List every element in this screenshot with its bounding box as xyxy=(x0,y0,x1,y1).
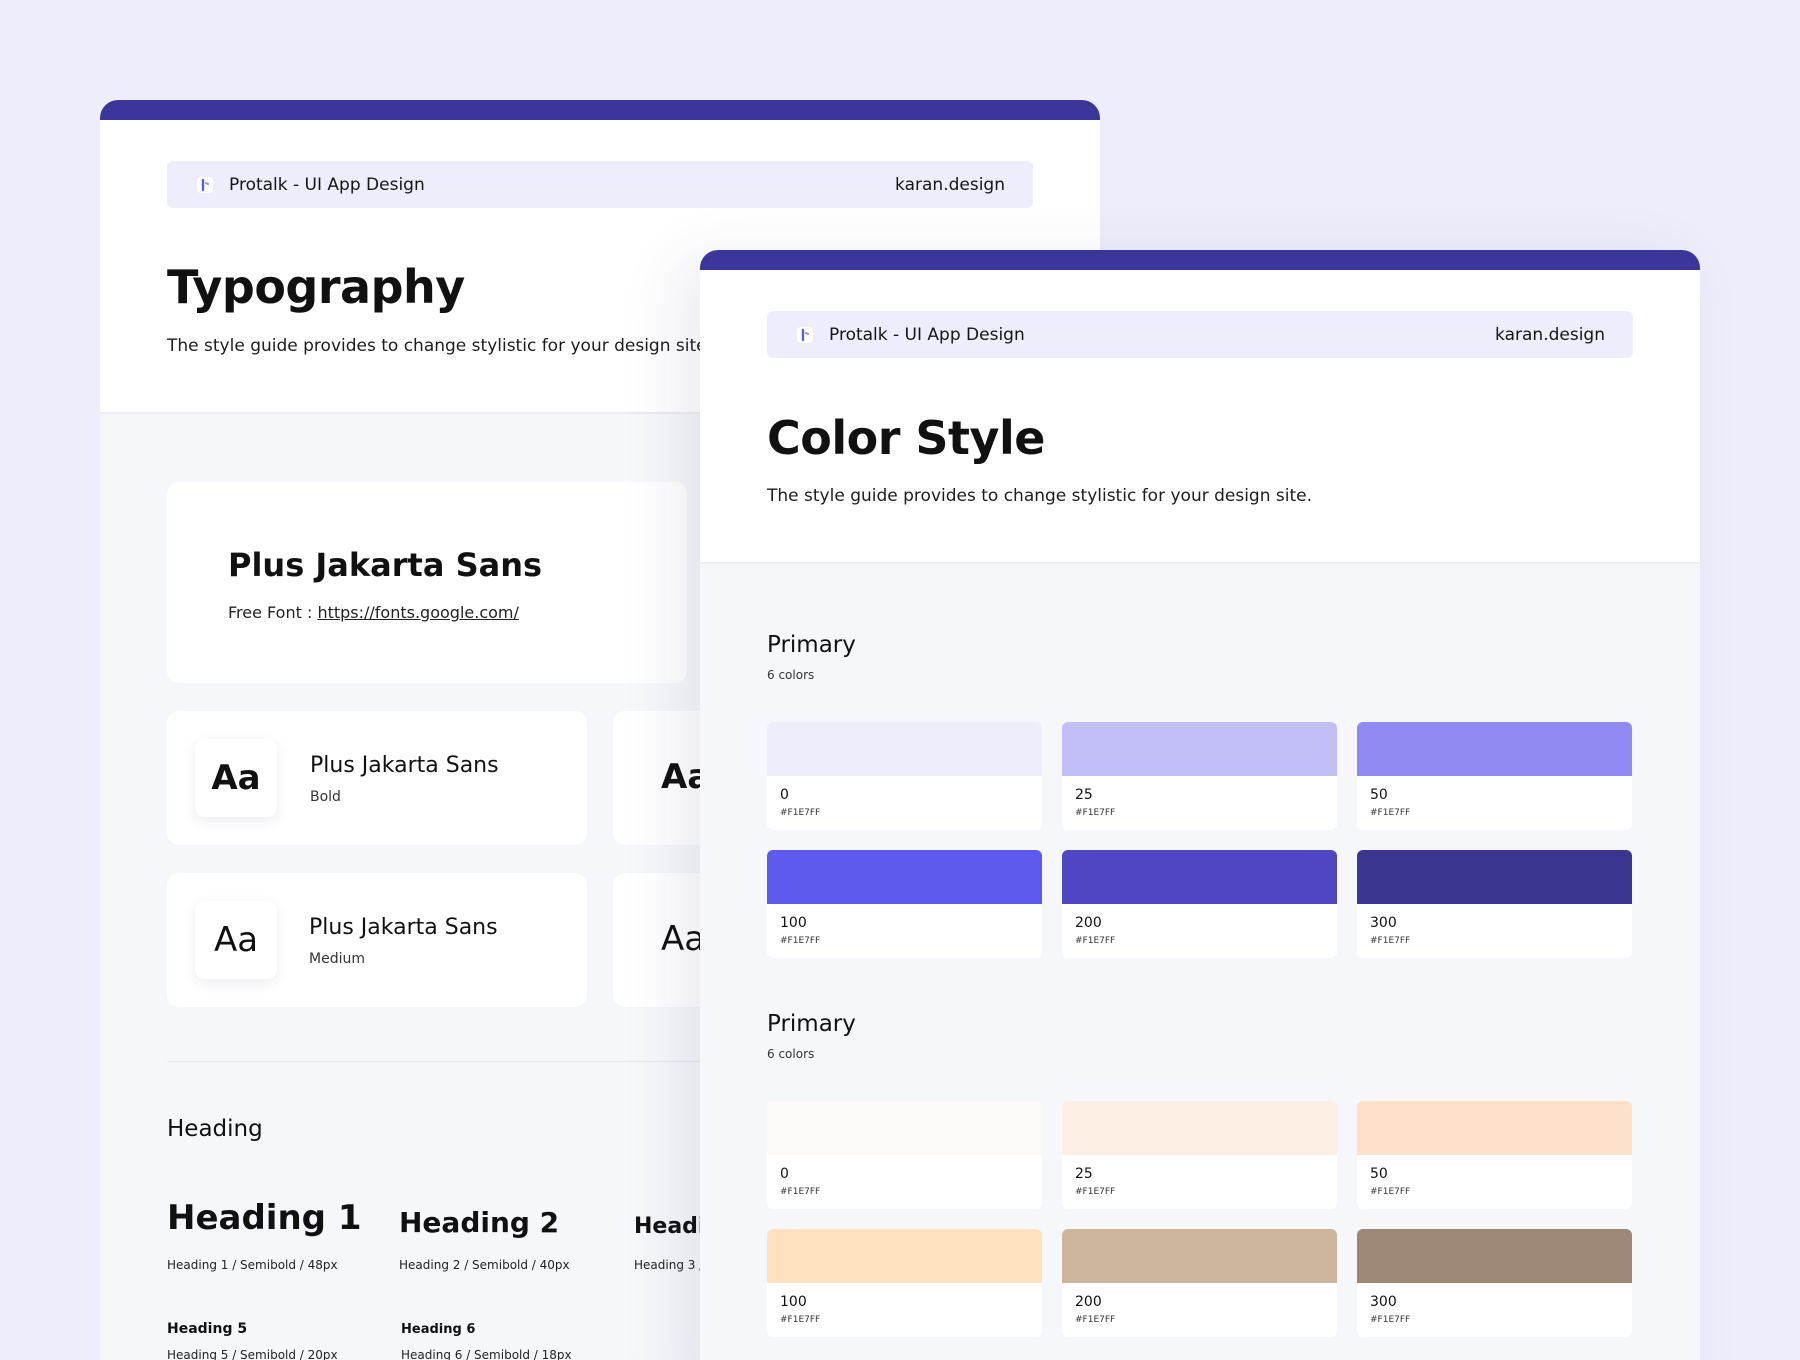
swatch-name: 200 xyxy=(1075,1294,1102,1310)
swatch-hex: #F1E7FF xyxy=(1075,808,1116,818)
color-swatch[interactable]: 25 #F1E7FF xyxy=(1062,1101,1337,1209)
color-swatch[interactable]: 200 #F1E7FF xyxy=(1062,850,1337,958)
swatch-fill xyxy=(767,722,1042,776)
weight-card-bold: Aa Plus Jakarta Sans Bold xyxy=(167,711,587,845)
heading-1-spec: Heading 1 / Semibold / 48px xyxy=(167,1258,338,1272)
color-swatch[interactable]: 50 #F1E7FF xyxy=(1357,722,1632,830)
weight-font-name: Plus Jakarta Sans xyxy=(310,753,499,778)
swatch-fill xyxy=(1062,1101,1337,1155)
swatch-fill xyxy=(767,850,1042,904)
color-style-card: Protalk - UI App Design karan.design Col… xyxy=(700,250,1700,1360)
swatch-name: 25 xyxy=(1075,1166,1093,1182)
heading-5-spec: Heading 5 / Semibold / 20px xyxy=(167,1348,338,1360)
color-swatch[interactable]: 0 #F1E7FF xyxy=(767,722,1042,830)
swatch-fill xyxy=(1357,1229,1632,1283)
swatch-hex: #F1E7FF xyxy=(1370,936,1411,946)
brand-bar: Protalk - UI App Design karan.design xyxy=(167,161,1033,208)
brand-label: Protalk - UI App Design xyxy=(829,324,1025,345)
protalk-logo-icon xyxy=(197,176,213,193)
protalk-logo-icon xyxy=(797,326,813,343)
brand-label: Protalk - UI App Design xyxy=(229,174,425,195)
swatch-name: 0 xyxy=(780,1166,789,1182)
swatch-name: 200 xyxy=(1075,915,1102,931)
group-count: 6 colors xyxy=(767,668,815,682)
swatch-name: 300 xyxy=(1370,915,1397,931)
heading-2-spec: Heading 2 / Semibold / 40px xyxy=(399,1258,570,1272)
aa-sample: Aa xyxy=(195,901,277,979)
heading-6-spec: Heading 6 / Semibold / 18px xyxy=(401,1348,572,1360)
swatch-hex: #F1E7FF xyxy=(780,1315,821,1325)
swatch-fill xyxy=(1357,850,1632,904)
swatch-fill xyxy=(1062,1229,1337,1283)
weight-label: Medium xyxy=(309,951,365,967)
swatch-hex: #F1E7FF xyxy=(1370,1187,1411,1197)
swatch-fill xyxy=(767,1229,1042,1283)
group-count: 6 colors xyxy=(767,1047,815,1061)
font-family-name: Plus Jakarta Sans xyxy=(228,546,543,584)
page-subtitle: The style guide provides to change styli… xyxy=(167,336,713,356)
swatch-fill xyxy=(1062,850,1337,904)
heading-1-sample: Heading 1 xyxy=(167,1198,362,1238)
swatch-fill xyxy=(1357,1101,1632,1155)
content-area: Primary 6 colors 0 #F1E7FF 25 #F1E7FF 50… xyxy=(700,564,1700,1360)
color-swatch[interactable]: 25 #F1E7FF xyxy=(1062,722,1337,830)
swatch-hex: #F1E7FF xyxy=(1075,1315,1116,1325)
group-title: Primary xyxy=(767,1011,856,1037)
swatch-hex: #F1E7FF xyxy=(780,936,821,946)
heading-5-sample: Heading 5 xyxy=(167,1321,248,1337)
color-swatch[interactable]: 0 #F1E7FF xyxy=(767,1101,1042,1209)
swatch-fill xyxy=(1062,722,1337,776)
weight-card-medium: Aa Plus Jakarta Sans Medium xyxy=(167,873,587,1007)
site-link[interactable]: karan.design xyxy=(1495,324,1605,345)
color-swatch[interactable]: 100 #F1E7FF xyxy=(767,1229,1042,1337)
brand-bar: Protalk - UI App Design karan.design xyxy=(767,311,1633,358)
font-link[interactable]: https://fonts.google.com/ xyxy=(317,603,519,622)
swatch-name: 50 xyxy=(1370,787,1388,803)
free-font-row: Free Font : https://fonts.google.com/ xyxy=(228,603,519,622)
swatch-name: 0 xyxy=(780,787,789,803)
heading-6-sample: Heading 6 xyxy=(401,1322,476,1337)
color-swatch[interactable]: 100 #F1E7FF xyxy=(767,850,1042,958)
color-swatch[interactable]: 50 #F1E7FF xyxy=(1357,1101,1632,1209)
card-top-bar xyxy=(100,100,1100,120)
swatch-hex: #F1E7FF xyxy=(780,808,821,818)
swatch-hex: #F1E7FF xyxy=(1370,808,1411,818)
page-title: Color Style xyxy=(767,411,1046,465)
swatch-fill xyxy=(1357,722,1632,776)
brand[interactable]: Protalk - UI App Design xyxy=(195,175,425,195)
weight-font-name: Plus Jakarta Sans xyxy=(309,915,498,940)
swatch-fill xyxy=(767,1101,1042,1155)
swatch-hex: #F1E7FF xyxy=(1370,1315,1411,1325)
heading-2-sample: Heading 2 xyxy=(399,1206,560,1239)
aa-sample-partial: Aa xyxy=(661,919,706,959)
header-divider xyxy=(100,412,1100,414)
swatch-name: 300 xyxy=(1370,1294,1397,1310)
swatch-name: 25 xyxy=(1075,787,1093,803)
color-swatch[interactable]: 200 #F1E7FF xyxy=(1062,1229,1337,1337)
heading-3-spec: Heading 3 / xyxy=(634,1258,704,1272)
header-divider xyxy=(700,562,1700,564)
section-divider xyxy=(167,1061,1033,1062)
page-title: Typography xyxy=(167,260,465,314)
font-family-box: Plus Jakarta Sans Free Font : https://fo… xyxy=(167,482,687,683)
swatch-name: 100 xyxy=(780,915,807,931)
brand[interactable]: Protalk - UI App Design xyxy=(795,325,1025,345)
site-link[interactable]: karan.design xyxy=(895,174,1005,195)
color-swatch[interactable]: 300 #F1E7FF xyxy=(1357,850,1632,958)
aa-sample: Aa xyxy=(195,739,277,817)
group-title: Primary xyxy=(767,632,856,658)
weight-label: Bold xyxy=(310,789,341,805)
swatch-name: 100 xyxy=(780,1294,807,1310)
swatch-name: 50 xyxy=(1370,1166,1388,1182)
swatch-hex: #F1E7FF xyxy=(1075,936,1116,946)
page-subtitle: The style guide provides to change styli… xyxy=(767,486,1313,506)
free-font-label: Free Font : xyxy=(228,603,318,622)
card-top-bar xyxy=(700,250,1700,270)
swatch-hex: #F1E7FF xyxy=(780,1187,821,1197)
heading-section-title: Heading xyxy=(167,1116,263,1142)
color-swatch[interactable]: 300 #F1E7FF xyxy=(1357,1229,1632,1337)
swatch-hex: #F1E7FF xyxy=(1075,1187,1116,1197)
